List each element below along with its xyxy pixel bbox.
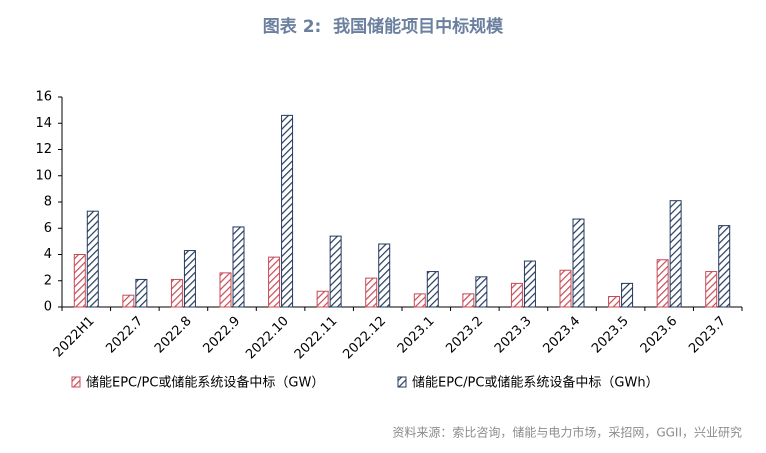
y-tick-label: 10 — [35, 168, 52, 183]
bar — [365, 277, 378, 308]
x-tick-label: 2022.10 — [243, 314, 292, 363]
bar — [329, 235, 342, 308]
chart-title: 图表 2: 我国储能项目中标规模 — [263, 16, 504, 37]
bar — [705, 271, 718, 308]
bar — [183, 250, 196, 308]
bar — [170, 278, 183, 308]
bar — [73, 254, 86, 308]
x-tick-label: 2022.12 — [340, 314, 389, 363]
bar — [462, 293, 475, 308]
x-tick-label: 2022H1 — [51, 314, 98, 361]
bar — [378, 243, 391, 308]
legend-label: 储能EPC/PC或储能系统设备中标（GW） — [86, 375, 324, 391]
legend-swatch — [397, 376, 407, 388]
bar — [475, 276, 488, 308]
bar — [559, 269, 572, 308]
x-tick-label: 2023.7 — [686, 314, 729, 357]
bar — [426, 271, 439, 308]
x-tick-label: 2022.8 — [152, 314, 195, 357]
source-note: 资料来源：索比咨询，储能与电力市场，采招网，GGII，兴业研究 — [392, 425, 742, 440]
x-tick-label: 2022.9 — [201, 314, 244, 357]
bar — [135, 278, 148, 308]
bar — [86, 210, 99, 308]
y-tick-label: 2 — [44, 273, 52, 288]
x-tick-label: 2023.5 — [589, 314, 632, 357]
x-tick-label: 2023.6 — [638, 314, 681, 357]
y-tick-label: 16 — [35, 90, 52, 105]
bar — [281, 114, 294, 308]
bar — [621, 282, 634, 308]
legend-label: 储能EPC/PC或储能系统设备中标（GWh） — [412, 375, 659, 391]
y-tick-label: 4 — [44, 247, 52, 262]
bar — [523, 260, 536, 308]
x-tick-label: 2022.7 — [103, 314, 146, 357]
x-tick-label: 2022.11 — [292, 314, 341, 363]
bar — [268, 256, 281, 308]
bar — [316, 290, 329, 308]
bar — [122, 294, 135, 308]
bar — [656, 259, 669, 308]
bar — [219, 272, 232, 308]
bar — [718, 225, 731, 308]
y-tick-label: 12 — [35, 142, 52, 157]
bar — [572, 218, 585, 308]
y-tick-label: 8 — [44, 195, 52, 210]
bar — [608, 296, 621, 308]
y-tick-label: 14 — [35, 116, 52, 131]
y-tick-label: 6 — [44, 221, 52, 236]
legend-swatch — [71, 376, 81, 388]
x-tick-label: 2023.3 — [492, 314, 535, 357]
bar — [232, 226, 245, 308]
bar — [669, 200, 682, 308]
bar — [413, 293, 426, 308]
x-tick-label: 2023.2 — [443, 314, 486, 357]
x-tick-label: 2023.1 — [395, 314, 438, 357]
y-tick-label: 0 — [44, 300, 52, 315]
x-tick-label: 2023.4 — [541, 314, 584, 357]
bar — [510, 282, 523, 308]
